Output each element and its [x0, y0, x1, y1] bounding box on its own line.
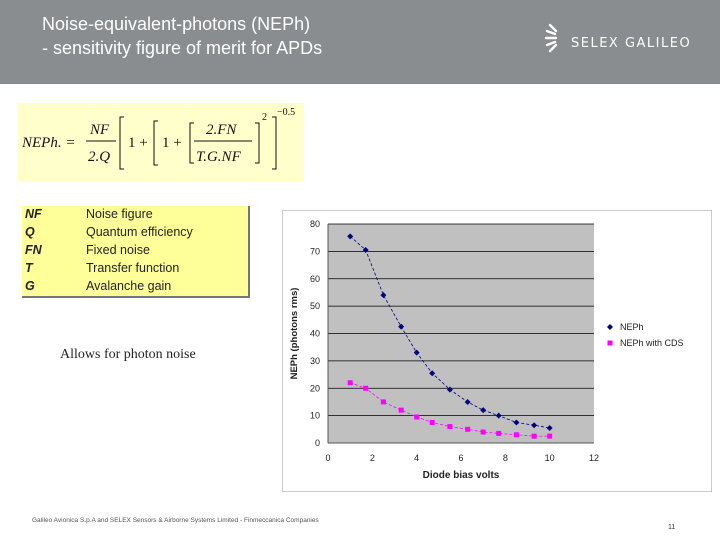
data-point-neph: [398, 323, 405, 330]
legend-marker: [607, 340, 613, 346]
formula-one-b: 1 +: [162, 135, 182, 151]
definition-symbol: FN: [25, 243, 42, 257]
data-point-neph: [429, 370, 436, 377]
data-point-neph-cds: [429, 419, 435, 425]
data-point-neph-cds: [380, 399, 386, 405]
legend-label: NEPh: [620, 322, 644, 332]
data-point-neph: [495, 412, 502, 419]
data-point-neph: [464, 398, 471, 405]
y-tick-label: 70: [310, 246, 320, 256]
y-tick-label: 40: [310, 329, 320, 339]
definition-row: Q Quantum efficiency: [22, 225, 248, 243]
formula-tgnf: T.G.NF: [196, 149, 242, 165]
y-tick-label: 80: [310, 219, 320, 229]
data-point-neph-cds: [414, 414, 420, 420]
data-point-neph: [446, 386, 453, 393]
data-point-neph-cds: [480, 429, 486, 435]
formula-lhs: NEPh. =: [21, 135, 75, 151]
title-line-2: - sensitivity figure of merit for APDs: [42, 38, 323, 58]
data-point-neph: [413, 349, 420, 356]
page-number: 11: [668, 524, 676, 531]
slide-title: Noise-equivalent-photons (NEPh) - sensit…: [42, 12, 322, 60]
definition-text: Quantum efficiency: [86, 225, 193, 239]
title-line-1: Noise-equivalent-photons (NEPh): [42, 14, 311, 34]
y-tick-label: 60: [310, 274, 320, 284]
data-point-neph-cds: [496, 430, 502, 436]
legend-marker: [607, 324, 613, 330]
data-point-neph-cds: [363, 385, 369, 391]
data-point-neph-cds: [347, 380, 353, 386]
x-tick-label: 0: [325, 453, 330, 463]
footer-text: Galileo Avionica S.p.A and SELEX Sensors…: [32, 517, 319, 524]
x-tick-label: 10: [545, 453, 555, 463]
formula-exp-05: −0.5: [277, 107, 295, 118]
data-point-neph-cds: [398, 407, 404, 413]
photon-noise-note: Allows for photon noise: [60, 347, 196, 362]
y-tick-label: 20: [310, 383, 320, 393]
data-point-neph-cds: [465, 426, 471, 432]
legend-label: NEPh with CDS: [620, 338, 684, 348]
definition-symbol: NF: [25, 207, 42, 221]
selex-galileo-logo: SELEX GALILEO: [543, 20, 713, 56]
x-tick-label: 6: [458, 453, 463, 463]
data-point-neph-cds: [513, 432, 519, 438]
definition-row: NF Noise figure: [22, 207, 248, 225]
neph-chart: 0 10 20 30 40 50 60 70 80 0 2 4 6 8 10 12 Diode bias vol…: [281, 209, 713, 493]
x-tick-label: 12: [589, 453, 599, 463]
neph-formula: NEPh. = NF 2.Q 1 + 1 + 2.FN T.G.NF 2 −0.…: [18, 103, 304, 182]
x-tick-label: 2: [370, 453, 375, 463]
x-axis-label: Diode bias volts: [423, 470, 500, 481]
definition-text: Avalanche gain: [86, 279, 172, 293]
data-point-neph-cds: [531, 433, 537, 439]
definitions-table: NF Noise figure Q Quantum efficiency FN …: [22, 206, 250, 298]
data-point-neph: [531, 422, 538, 429]
definition-text: Transfer function: [86, 261, 180, 275]
definition-text: Noise figure: [86, 207, 153, 221]
definition-row: FN Fixed noise: [22, 243, 248, 261]
logo-text: SELEX GALILEO: [571, 36, 692, 51]
formula-2fn: 2.FN: [206, 122, 237, 138]
y-tick-label: 50: [310, 301, 320, 311]
y-tick-label: 30: [310, 356, 320, 366]
chart-svg: 0 10 20 30 40 50 60 70 80 0 2 4 6 8 10 12 Diode bias vol…: [281, 209, 713, 493]
data-point-neph: [362, 247, 369, 254]
y-tick-label: 0: [315, 438, 320, 448]
x-tick-label: 8: [503, 453, 508, 463]
y-tick-label: 10: [310, 411, 320, 421]
slide-header: Noise-equivalent-photons (NEPh) - sensit…: [0, 0, 720, 84]
definition-symbol: G: [25, 279, 35, 293]
definition-row: G Avalanche gain: [22, 279, 248, 297]
data-point-neph: [513, 419, 520, 426]
definition-symbol: Q: [25, 225, 35, 239]
formula-2q: 2.Q: [88, 149, 110, 165]
definition-text: Fixed noise: [86, 243, 150, 257]
definition-row: T Transfer function: [22, 261, 248, 279]
x-tick-label: 4: [414, 453, 419, 463]
data-point-neph: [380, 292, 387, 299]
formula-graphic: NEPh. = NF 2.Q 1 + 1 + 2.FN T.G.NF 2 −0.…: [21, 107, 295, 170]
formula-nf: NF: [89, 122, 110, 138]
data-point-neph-cds: [547, 433, 553, 439]
data-point-neph-cds: [447, 424, 453, 430]
formula-one-a: 1 +: [128, 135, 148, 151]
data-point-neph: [347, 233, 354, 240]
data-point-neph: [480, 407, 487, 414]
y-axis-label: NEPh (photons rms): [289, 288, 300, 380]
data-point-neph: [546, 424, 553, 431]
formula-exp-2: 2: [262, 112, 267, 123]
definition-symbol: T: [25, 261, 33, 275]
logo-burst-icon: [544, 23, 558, 53]
